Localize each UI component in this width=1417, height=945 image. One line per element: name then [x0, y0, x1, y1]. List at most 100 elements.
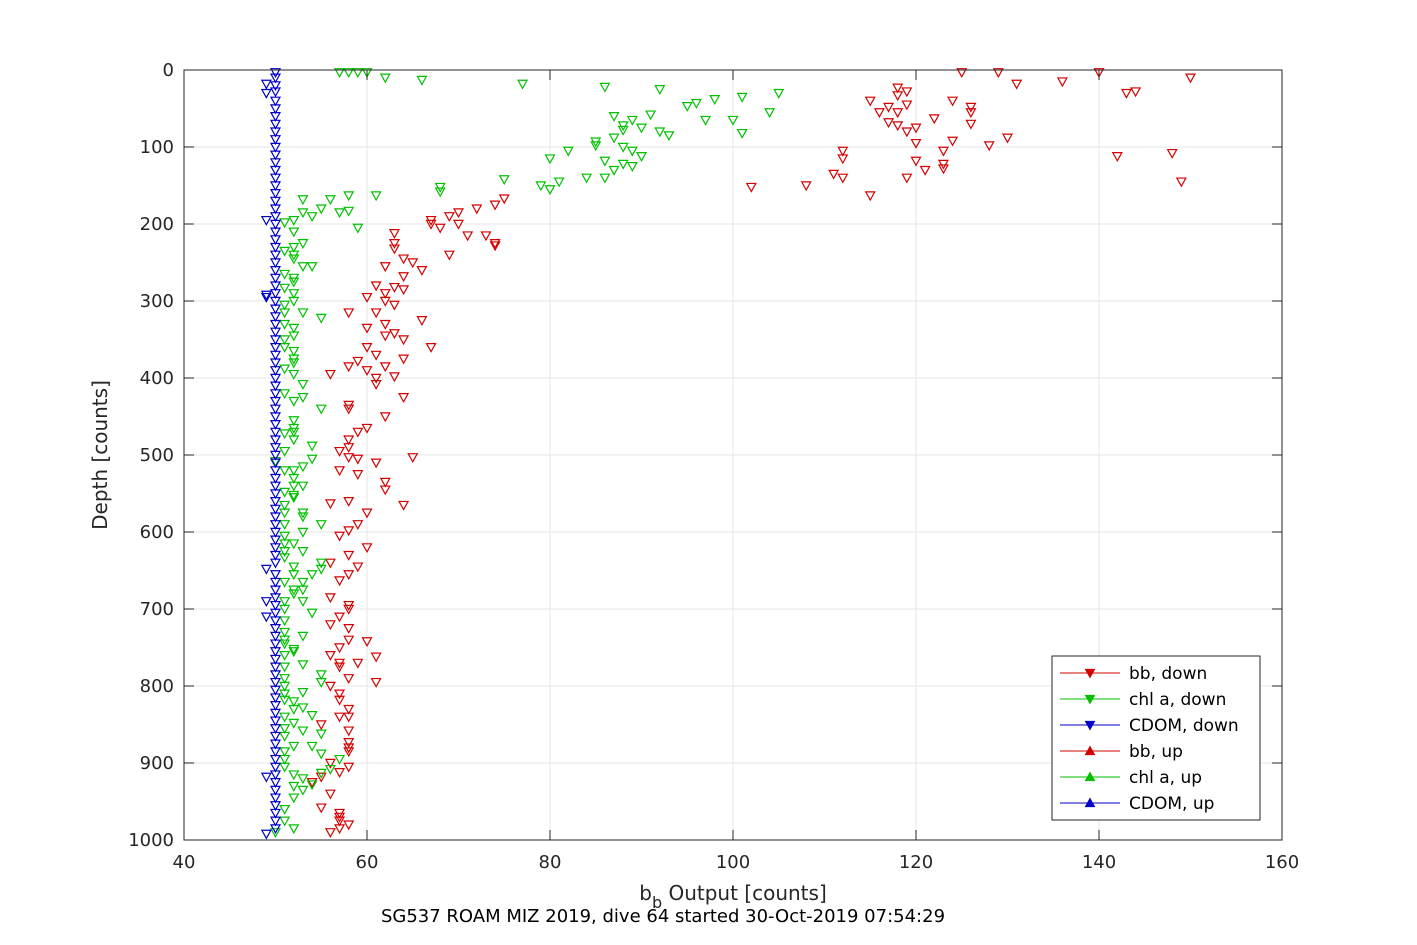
bb_down-point [398, 335, 410, 346]
bb_down-point [983, 141, 995, 152]
chl_down-point [700, 115, 712, 126]
chl_down-point [306, 608, 318, 619]
legend-entries: bb, down chl a, down CDOM, down bb, up chl a… [1060, 664, 1239, 814]
bb_down-point [324, 369, 336, 380]
bb_down-point [892, 121, 904, 132]
bb_down-point [343, 704, 355, 715]
chl_down-point [306, 212, 318, 223]
cdom_down-point [269, 196, 282, 207]
axis-ticks: 40 60 80 100 120 140 160 0 100 200 300 400 500 600 700… [128, 60, 1299, 873]
chl_down-point [288, 824, 300, 835]
bb_down-point [361, 292, 373, 303]
cdom_down-point [269, 319, 282, 330]
chl_down-point [517, 79, 529, 90]
cdom_down-point [269, 608, 282, 619]
bb_down-point [334, 643, 346, 654]
bb_down-point [892, 83, 904, 94]
bb_down-point [352, 356, 364, 367]
chl_down-point [288, 296, 300, 307]
chl_down-point [288, 770, 300, 781]
bb_down-point [379, 485, 391, 496]
chl_down-point [709, 95, 721, 105]
chl_down-point [334, 68, 346, 79]
chl_down-point [315, 404, 327, 415]
cdom_down-point [260, 79, 272, 90]
chl_down-point [617, 125, 629, 136]
bb_down-point [324, 499, 336, 510]
legend-entry: CDOM, up [1060, 794, 1214, 814]
bb_down-point [873, 108, 885, 119]
bb_down-point [370, 308, 382, 319]
chl_down-point [288, 331, 300, 342]
chl_down-point [654, 127, 666, 138]
bb_down-point [343, 453, 355, 464]
bb_down-point [370, 281, 382, 292]
chl_down-point [288, 718, 300, 729]
cdom_down-point [269, 473, 282, 484]
chl_down-point [279, 695, 291, 706]
cdom_down-point [269, 543, 282, 554]
bb_down-point [800, 181, 812, 192]
chl_down-point [773, 88, 785, 99]
bb_down-point [343, 526, 355, 537]
chl_down-point [608, 133, 620, 144]
bb_down-point [1056, 77, 1068, 88]
chl_down-point [324, 764, 336, 775]
x-axis-label-rest: Output [counts] [662, 881, 827, 905]
bb_down-point [745, 182, 757, 193]
legend-marker [1084, 668, 1096, 679]
legend-entry: chl a, down [1060, 690, 1226, 710]
bb_down-series [306, 68, 1197, 839]
bb_down-point [937, 164, 949, 175]
bb_down-point [398, 354, 410, 365]
bb_down-point [352, 562, 364, 573]
chl_down-point [279, 319, 291, 330]
chl_down-point [288, 358, 300, 369]
chl_down-point [279, 466, 291, 477]
bb_down-point [334, 531, 346, 542]
y-tick-label: 700 [140, 599, 174, 620]
y-tick-label: 600 [140, 522, 174, 543]
chl_down-point [535, 181, 547, 192]
bb_down-point [901, 87, 913, 98]
cdom_down-point [269, 816, 282, 827]
chl_down-point [544, 154, 556, 165]
bb_down-point [352, 520, 364, 531]
chl_down-point [297, 774, 309, 785]
chl_down-point [288, 539, 300, 550]
cdom_down-point [269, 654, 282, 665]
cdom_down-point [269, 127, 282, 138]
bb_down-point [343, 362, 355, 373]
chl_down-point [297, 508, 309, 519]
bb_down-point [864, 96, 876, 107]
chl_down-point [617, 159, 629, 170]
bb_down-point [343, 550, 355, 561]
bb_down-point [992, 68, 1004, 79]
cdom_down-point [269, 701, 282, 711]
chl_down-point [279, 539, 291, 550]
chl_down-point [306, 262, 318, 273]
cdom_down-point [260, 290, 272, 301]
chl_down-point [279, 364, 291, 375]
bb_down-point [379, 331, 391, 342]
bb_down-point [837, 146, 849, 157]
chl_down-point [608, 165, 620, 176]
cdom_down-point [260, 597, 272, 608]
chl_down-point [269, 456, 282, 467]
chl_down-point [297, 631, 309, 642]
cdom_down-point [269, 227, 282, 238]
bb_down-point [361, 543, 373, 554]
chl_down-point [279, 681, 291, 692]
bb_down-point [343, 435, 355, 446]
bb_down-point [343, 738, 355, 748]
bb_down-point [352, 658, 364, 669]
bb_down-point [370, 373, 382, 384]
bb_down-point [398, 285, 410, 296]
chl_down-point [562, 146, 574, 157]
chl_down-point [297, 462, 309, 473]
cdom_down-point [269, 724, 282, 735]
chl_down-point [324, 195, 336, 206]
cdom_down-point [269, 670, 282, 681]
chl_down-point [279, 389, 291, 400]
bb_down-point [343, 604, 355, 615]
